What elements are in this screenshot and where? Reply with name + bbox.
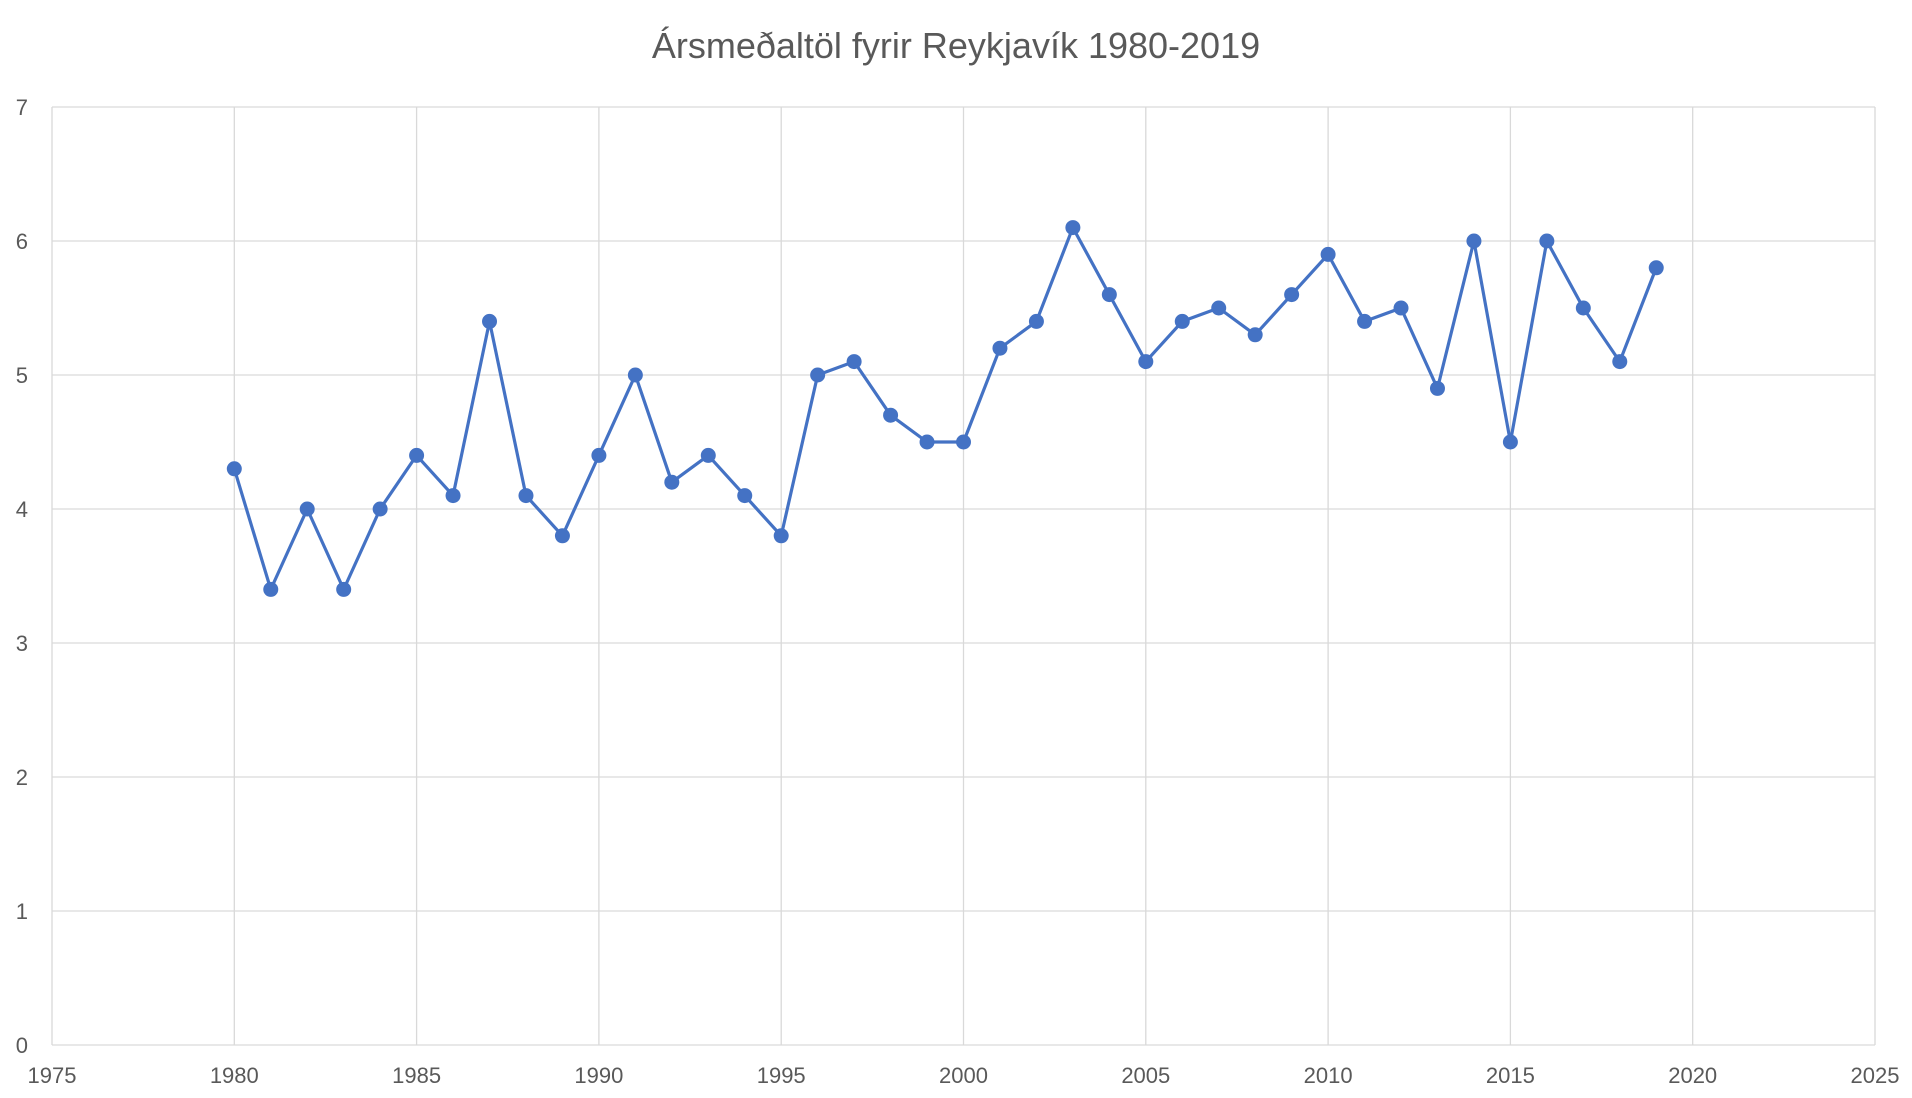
horizontal-gridlines bbox=[52, 106, 1875, 1046]
y-tick-label: 7 bbox=[16, 95, 28, 120]
vertical-gridlines bbox=[51, 107, 1876, 1045]
x-tick-label: 2005 bbox=[1121, 1063, 1170, 1088]
data-point bbox=[482, 313, 498, 329]
data-point bbox=[1612, 354, 1628, 370]
x-tick-label: 1975 bbox=[28, 1063, 77, 1088]
y-tick-label: 2 bbox=[16, 765, 28, 790]
data-point bbox=[1174, 313, 1190, 329]
data-point bbox=[883, 407, 899, 423]
data-point bbox=[263, 581, 279, 597]
data-point bbox=[1502, 434, 1518, 450]
data-point bbox=[1393, 300, 1409, 316]
x-tick-label: 1990 bbox=[574, 1063, 623, 1088]
y-tick-label: 1 bbox=[16, 899, 28, 924]
data-point bbox=[1429, 380, 1445, 396]
data-point bbox=[1575, 300, 1591, 316]
chart-title: Ársmeðaltöl fyrir Reykjavík 1980-2019 bbox=[652, 25, 1260, 66]
y-axis-tick-labels: 0 1 2 3 4 5 6 7 bbox=[16, 95, 28, 1058]
series-group bbox=[226, 220, 1664, 597]
data-point bbox=[700, 447, 716, 463]
data-point bbox=[1466, 233, 1482, 249]
data-point bbox=[1320, 246, 1336, 262]
data-point bbox=[591, 447, 607, 463]
x-tick-label: 2025 bbox=[1851, 1063, 1900, 1088]
x-tick-label: 1985 bbox=[392, 1063, 441, 1088]
data-point bbox=[1101, 287, 1117, 303]
data-point bbox=[773, 528, 789, 544]
x-tick-label: 1980 bbox=[210, 1063, 259, 1088]
data-point bbox=[409, 447, 425, 463]
data-point bbox=[226, 461, 242, 477]
data-point bbox=[1284, 287, 1300, 303]
data-point bbox=[445, 488, 461, 504]
data-point bbox=[1648, 260, 1664, 276]
y-tick-label: 0 bbox=[16, 1033, 28, 1058]
data-point bbox=[1357, 313, 1373, 329]
y-tick-label: 5 bbox=[16, 363, 28, 388]
y-tick-label: 6 bbox=[16, 229, 28, 254]
x-tick-label: 1995 bbox=[757, 1063, 806, 1088]
data-point bbox=[956, 434, 971, 450]
x-tick-label: 2015 bbox=[1486, 1063, 1535, 1088]
data-point bbox=[1028, 313, 1044, 329]
data-point bbox=[919, 434, 935, 450]
data-point bbox=[554, 528, 570, 544]
data-point bbox=[336, 581, 352, 597]
data-point bbox=[1247, 327, 1263, 343]
x-tick-label: 2020 bbox=[1668, 1063, 1717, 1088]
x-tick-label: 2010 bbox=[1304, 1063, 1353, 1088]
data-point bbox=[372, 501, 388, 517]
data-point bbox=[627, 367, 643, 383]
data-point bbox=[1138, 354, 1154, 370]
data-point bbox=[1539, 233, 1555, 249]
x-tick-label: 2000 bbox=[939, 1063, 988, 1088]
data-point bbox=[1211, 300, 1227, 316]
data-point bbox=[992, 340, 1008, 356]
data-point bbox=[810, 367, 826, 383]
y-tick-label: 4 bbox=[16, 497, 28, 522]
data-point bbox=[518, 488, 534, 504]
data-point bbox=[1065, 220, 1081, 236]
data-point bbox=[737, 488, 753, 504]
data-point bbox=[299, 501, 315, 517]
series-line bbox=[232, 226, 1658, 592]
data-point bbox=[664, 474, 680, 490]
data-point bbox=[846, 354, 862, 370]
y-tick-label: 3 bbox=[16, 631, 28, 656]
x-axis-tick-labels: 1975 1980 1985 1990 1995 2000 2005 2010 2015 2020… bbox=[28, 1063, 1900, 1088]
